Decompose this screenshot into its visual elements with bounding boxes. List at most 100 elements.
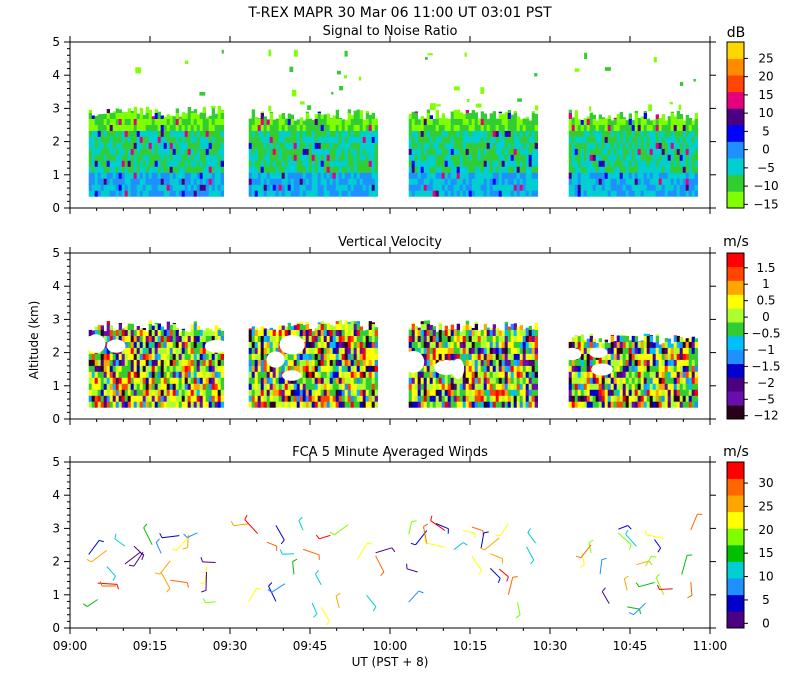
heatmap-cell [133, 118, 137, 125]
heatmap-cell [133, 130, 137, 137]
heatmap-cell [196, 359, 200, 366]
heatmap-cell [456, 383, 460, 390]
heatmap-cell [531, 347, 535, 354]
heatmap-cell [329, 353, 333, 360]
heatmap-cell [368, 154, 372, 161]
heatmap-cell [100, 389, 104, 396]
heatmap-cell [97, 118, 101, 125]
heatmap-cell [160, 172, 164, 179]
heatmap-cell [115, 178, 119, 185]
heatmap-cell [574, 118, 578, 125]
heatmap-cell [676, 347, 680, 354]
heatmap-cell [205, 389, 209, 396]
heatmap-cell [317, 323, 321, 330]
heatmap-cell [371, 401, 375, 408]
heatmap-cell [374, 124, 378, 131]
heatmap-cell [329, 401, 333, 408]
heatmap-cell [492, 353, 496, 360]
heatmap-cell [359, 377, 363, 384]
heatmap-cell [275, 331, 279, 336]
heatmap-cell [202, 130, 206, 137]
heatmap-cell [341, 324, 345, 330]
heatmap-cell [411, 335, 415, 342]
heatmap-cell [492, 130, 496, 137]
heatmap-cell [601, 166, 605, 173]
heatmap-cell [583, 136, 587, 143]
heatmap-cell [637, 383, 641, 390]
heatmap-cell [688, 389, 692, 396]
heatmap-cell [359, 341, 363, 348]
heatmap-cell [269, 377, 273, 384]
heatmap-cell [658, 142, 662, 149]
heatmap-cell [317, 347, 321, 354]
heatmap-cell [504, 383, 508, 390]
heatmap-cell [175, 190, 179, 197]
heatmap-cell [637, 395, 641, 402]
heatmap-cell [181, 184, 185, 191]
heatmap-cell [685, 365, 689, 372]
heatmap-cell [175, 166, 179, 173]
heatmap-cell [100, 347, 104, 354]
heatmap-cell [344, 142, 348, 149]
heatmap-cell [305, 111, 309, 113]
heatmap-cell [444, 136, 448, 143]
heatmap-cell [139, 395, 143, 402]
heatmap-cell [450, 112, 454, 119]
heatmap-cell [326, 335, 330, 342]
heatmap-cell [320, 323, 324, 330]
heatmap-cell [691, 383, 695, 390]
heatmap-cell [356, 353, 360, 360]
heatmap-cell [302, 142, 306, 149]
heatmap-cell [661, 343, 665, 348]
heatmap-cell [667, 184, 671, 191]
heatmap-cell [178, 365, 182, 372]
heatmap-cell [320, 118, 324, 125]
heatmap-cell [308, 118, 312, 125]
heatmap-cell [492, 111, 496, 113]
heatmap-cell [649, 341, 653, 348]
heatmap-cell [341, 353, 345, 360]
heatmap-cell [205, 178, 209, 185]
heatmap-cell [281, 124, 285, 131]
heatmap-cell [534, 136, 538, 143]
heatmap-cell [610, 184, 614, 191]
heatmap-cell [423, 124, 427, 131]
heatmap-cell [589, 190, 593, 197]
heatmap-cell [592, 148, 596, 155]
heatmap-cell [577, 160, 581, 167]
heatmap-cell [251, 326, 255, 330]
heatmap-cell [655, 160, 659, 167]
heatmap-cell [278, 335, 282, 342]
heatmap-cell [568, 124, 572, 131]
heatmap-cell [420, 371, 424, 378]
heatmap-cell [450, 124, 454, 131]
heatmap-cell [655, 178, 659, 185]
heatmap-cell [124, 365, 128, 372]
heatmap-cell [495, 365, 499, 372]
heatmap-cell [571, 341, 575, 348]
heatmap-cell [619, 148, 623, 155]
heatmap-cell [130, 190, 134, 197]
heatmap-cell [305, 154, 309, 161]
heatmap-cell [97, 124, 101, 131]
heatmap-cell [208, 142, 212, 149]
heatmap-cell [344, 154, 348, 161]
heatmap-cell [374, 389, 378, 396]
heatmap-cell [655, 347, 659, 354]
heatmap-cell [661, 124, 665, 131]
heatmap-cell [456, 112, 460, 119]
heatmap-cell [97, 324, 101, 330]
heatmap-cell [408, 124, 412, 131]
heatmap-cell [571, 389, 575, 396]
heatmap-cell [688, 178, 692, 185]
heatmap-cell [196, 130, 200, 137]
heatmap-cell [432, 190, 436, 197]
heatmap-cell [302, 136, 306, 143]
heatmap-cell [610, 347, 614, 354]
heatmap-cell [691, 371, 695, 378]
heatmap-cell [248, 383, 252, 390]
heatmap-cell [429, 353, 433, 360]
heatmap-cell [408, 148, 412, 155]
heatmap-cell [483, 142, 487, 149]
heatmap-cell [625, 154, 629, 161]
